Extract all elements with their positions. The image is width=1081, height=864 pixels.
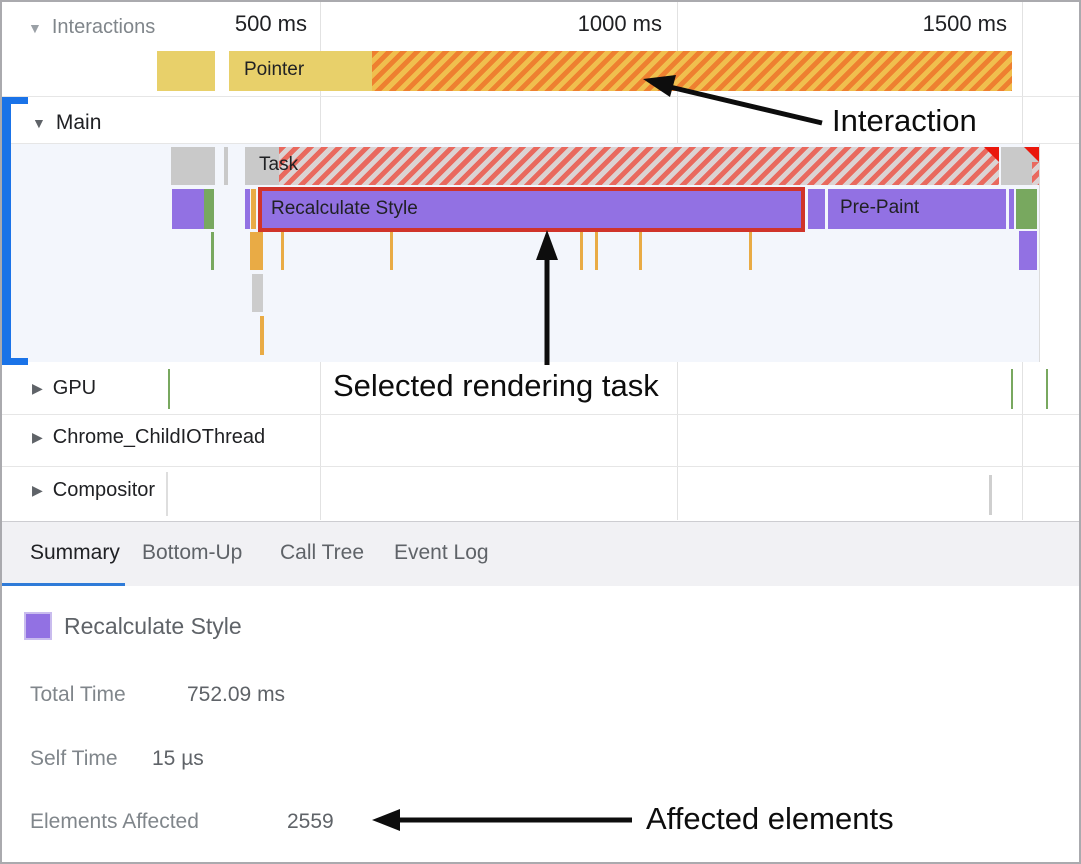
tab-summary[interactable]: Summary	[30, 541, 120, 564]
gpu-activity-tick[interactable]	[168, 369, 170, 409]
disclosure-collapsed-icon: ▶	[32, 482, 43, 498]
long-task-warning-icon	[1024, 147, 1039, 162]
annotation-selected-task: Selected rendering task	[333, 368, 659, 403]
pointer-bar-label: Pointer	[244, 59, 305, 80]
script-event-bar-2[interactable]	[1016, 189, 1037, 229]
gpu-activity-tick[interactable]	[1046, 369, 1048, 409]
pre-paint-bar-label: Pre-Paint	[840, 197, 920, 218]
divider-interactions-main	[2, 96, 1079, 97]
track-title-compositor: Compositor	[52, 479, 156, 501]
track-title-main: Main	[55, 111, 102, 134]
summary-row-label: Self Time	[30, 747, 118, 770]
timer-tick[interactable]	[580, 232, 583, 270]
selected-tab-underline	[2, 583, 125, 586]
track-title-childio: Chrome_ChildIOThread	[52, 426, 266, 448]
interaction-event-bar[interactable]	[157, 51, 215, 91]
task-bar-right-hatch	[1032, 162, 1039, 185]
long-task-warning-icon	[984, 147, 999, 162]
ruler-label-1500ms: 1500 ms	[922, 11, 1007, 36]
divider-main-rows-top	[2, 143, 1079, 144]
task-bar-right[interactable]	[1001, 147, 1039, 185]
flamechart-right-edge	[1039, 144, 1040, 362]
selected-recalculate-style-bar[interactable]: Recalculate Style	[258, 187, 805, 232]
summary-title: Recalculate Style	[64, 613, 242, 639]
recalculate-style-bar-label: Recalculate Style	[271, 198, 418, 219]
task-bar-label: Task	[259, 154, 299, 175]
task-bar-sliver[interactable]	[224, 147, 228, 185]
tab-bottom-up[interactable]: Bottom-Up	[142, 541, 243, 564]
pre-paint-bar[interactable]: Pre-Paint	[828, 189, 1006, 229]
main-track-bracket-bottom	[2, 358, 28, 365]
timer-tick[interactable]	[281, 232, 284, 270]
summary-row-value: 15 µs	[152, 747, 204, 770]
timer-tick[interactable]	[390, 232, 393, 270]
track-title-interactions: Interactions	[51, 16, 156, 38]
track-header-main[interactable]: ▼ Main	[32, 111, 101, 135]
style-event-sliver-2[interactable]	[1009, 189, 1014, 229]
style-event-bar-3[interactable]	[1019, 231, 1037, 270]
event-color-swatch	[24, 612, 52, 640]
script-event-bar[interactable]	[204, 189, 214, 229]
tab-event-log[interactable]: Event Log	[394, 541, 489, 564]
divider-gpu-childio	[2, 414, 1079, 415]
timer-event-block[interactable]	[250, 232, 263, 270]
annotation-interaction: Interaction	[832, 103, 977, 138]
ruler-label-500ms: 500 ms	[234, 11, 307, 36]
disclosure-expanded-icon: ▼	[32, 115, 46, 131]
disclosure-collapsed-icon: ▶	[32, 380, 43, 396]
nested-task-bar[interactable]	[252, 274, 263, 312]
disclosure-collapsed-icon: ▶	[32, 429, 43, 445]
summary-row-value: 2559	[287, 810, 334, 833]
compositor-activity-tick[interactable]	[166, 472, 168, 516]
task-bar-small[interactable]	[171, 147, 215, 185]
track-title-gpu: GPU	[52, 377, 97, 399]
ruler-label-1000ms: 1000 ms	[577, 11, 662, 36]
annotation-affected-elements: Affected elements	[646, 801, 894, 836]
timer-event-sliver[interactable]	[251, 189, 256, 229]
divider-childio-compositor	[2, 466, 1079, 467]
long-task-bar[interactable]: Task	[245, 147, 999, 185]
pointer-interaction-hatched-region[interactable]	[372, 51, 1012, 91]
style-event-sliver[interactable]	[245, 189, 250, 229]
pointer-interaction-bar[interactable]: Pointer	[229, 51, 1012, 91]
track-header-gpu[interactable]: ▶ GPU	[32, 377, 96, 400]
timer-tick[interactable]	[639, 232, 642, 270]
summary-row-label: Elements Affected	[30, 810, 199, 833]
track-header-compositor[interactable]: ▶ Compositor	[32, 479, 155, 502]
timer-tick[interactable]	[749, 232, 752, 270]
long-task-hatched-region	[279, 147, 999, 185]
gpu-activity-tick[interactable]	[1011, 369, 1013, 409]
main-track-bracket	[2, 97, 11, 365]
script-tick[interactable]	[211, 232, 214, 270]
compositor-activity-tick[interactable]	[989, 475, 992, 515]
style-event-bar[interactable]	[172, 189, 204, 229]
timer-tick[interactable]	[260, 316, 264, 355]
summary-row-value: 752.09 ms	[187, 683, 286, 706]
tab-call-tree[interactable]: Call Tree	[280, 541, 365, 564]
disclosure-expanded-icon: ▼	[28, 19, 42, 36]
track-header-interactions[interactable]: ▼ Interactions	[28, 16, 155, 39]
arrowhead-icon	[372, 809, 400, 831]
track-header-childio[interactable]: ▶ Chrome_ChildIOThread	[32, 426, 265, 449]
style-event-bar-2[interactable]	[808, 189, 825, 229]
details-tab-bar: Summary Bottom-Up Call Tree Event Log	[2, 521, 1079, 586]
timer-tick[interactable]	[595, 232, 598, 270]
summary-row-label: Total Time	[30, 683, 126, 706]
main-track-bracket-top	[2, 97, 28, 104]
